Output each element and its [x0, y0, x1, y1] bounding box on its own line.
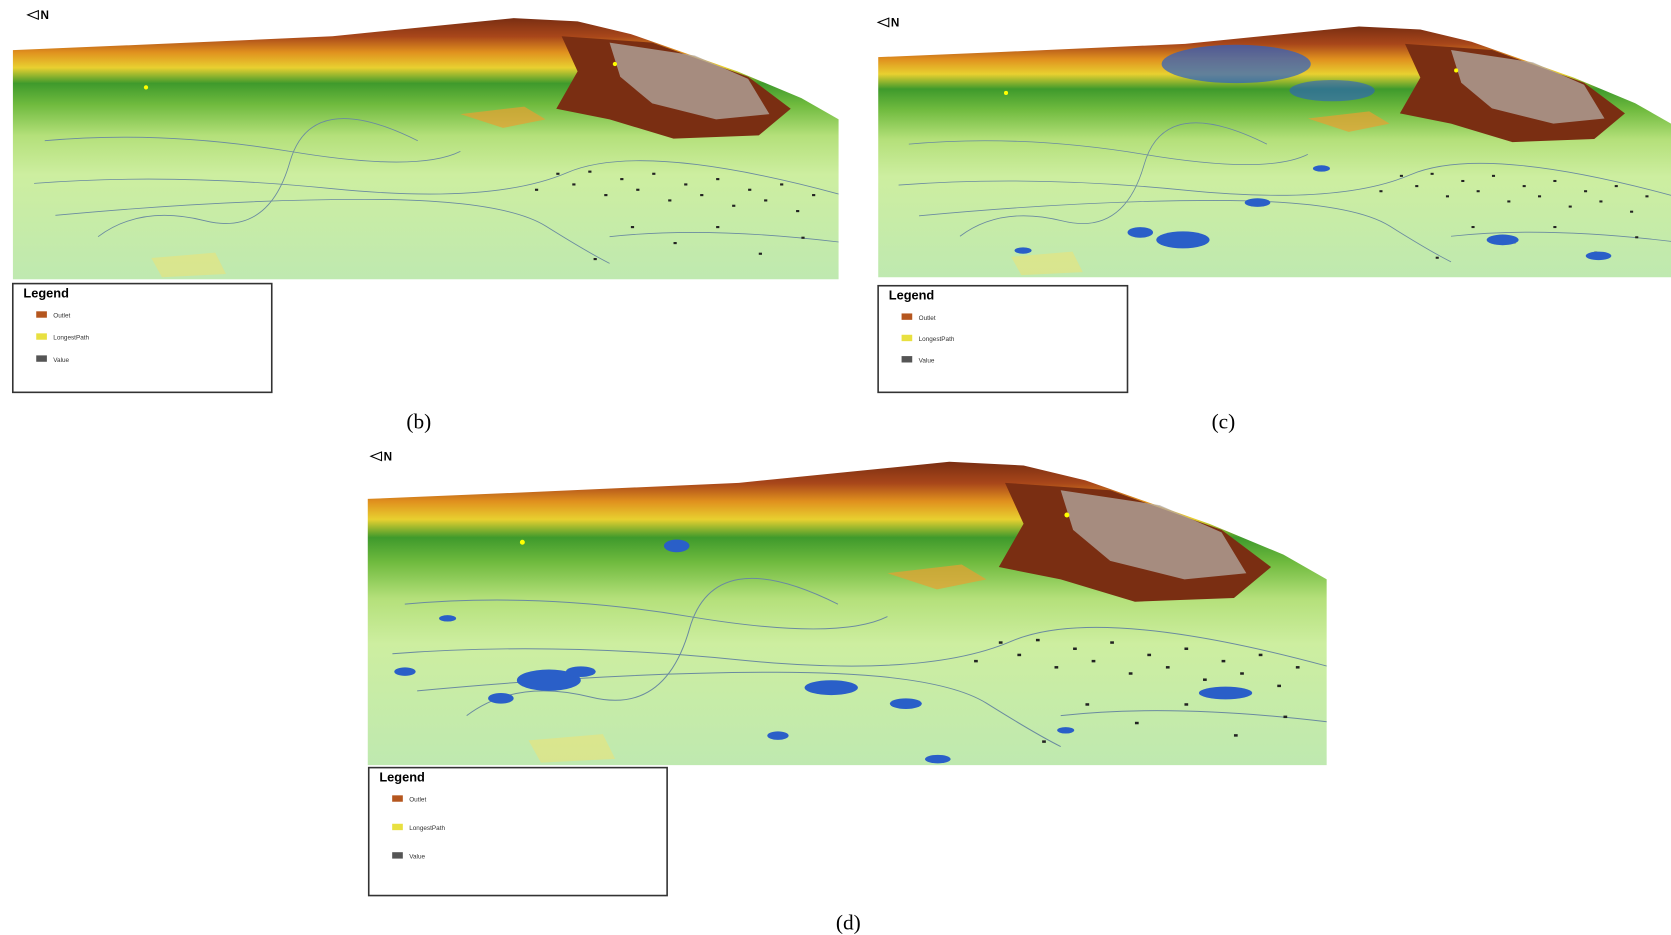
water-body: [767, 731, 788, 740]
water-body: [664, 539, 690, 552]
arrow: [878, 18, 889, 27]
north-label: N: [384, 451, 392, 464]
panel-label: (b): [406, 410, 431, 434]
panel-d: [368, 462, 1327, 765]
legend-swatch: [36, 355, 47, 361]
water-body: [1245, 198, 1271, 207]
legend-swatch: [392, 852, 403, 858]
water-body: [890, 698, 922, 709]
legend-title: Legend: [23, 285, 68, 300]
water-body: [1015, 247, 1032, 253]
legend: Legend Outlet LongestPath Value: [878, 286, 1127, 393]
panel-c: [878, 26, 1671, 277]
arrow: [371, 452, 382, 461]
legend-item: Outlet: [409, 797, 426, 804]
water-body: [925, 755, 951, 764]
body: N N N Legend Outlet LongestPath Value (b) Leg…: [0, 0, 1671, 935]
water-body: [439, 615, 456, 621]
water-body: [1487, 235, 1519, 246]
legend-swatch: [392, 795, 403, 801]
legend-swatch: [902, 356, 913, 362]
water-body: [394, 667, 415, 676]
legend-item: Value: [919, 357, 935, 364]
legend-swatch: [902, 335, 913, 341]
water-body: [1156, 231, 1209, 248]
legend-swatch: [902, 313, 913, 319]
legend-item: LongestPath: [53, 335, 89, 342]
legend-item: Value: [53, 357, 69, 364]
map: [368, 462, 1327, 765]
water-body: [1057, 727, 1074, 733]
legend-item: Outlet: [919, 315, 936, 322]
legend: Legend Outlet LongestPath Value: [369, 768, 667, 896]
legend-item: Value: [409, 854, 425, 861]
legend-swatch: [36, 333, 47, 339]
legend-title: Legend: [889, 288, 934, 303]
legend-swatch: [36, 311, 47, 317]
panel-label: (c): [1212, 410, 1236, 434]
water-body: [1127, 227, 1153, 238]
water-body: [1313, 165, 1330, 171]
legend-title: Legend: [379, 769, 424, 784]
water-body: [1586, 252, 1612, 261]
panel-b: [13, 18, 839, 279]
arrow: [28, 11, 39, 20]
water-body: [1199, 687, 1252, 700]
legend-item: LongestPath: [409, 825, 445, 832]
panel-label: (d): [836, 911, 861, 935]
map: [13, 18, 839, 279]
page: Map panels {"north_label": "N", "panels"…: [0, 0, 1671, 935]
legend-item: LongestPath: [919, 336, 955, 343]
water-body: [566, 666, 596, 677]
legend-item: Outlet: [53, 313, 70, 320]
north-label: N: [891, 17, 899, 30]
water-body: [1289, 80, 1374, 101]
legend: Legend Outlet LongestPath Value: [13, 284, 272, 393]
figure: N N N Legend Outlet LongestPath Value (b) Leg…: [0, 0, 1671, 935]
water-body: [1162, 45, 1311, 83]
water-body: [488, 693, 514, 704]
water-body: [805, 680, 858, 695]
legend-swatch: [392, 824, 403, 830]
north-label: N: [40, 9, 48, 22]
